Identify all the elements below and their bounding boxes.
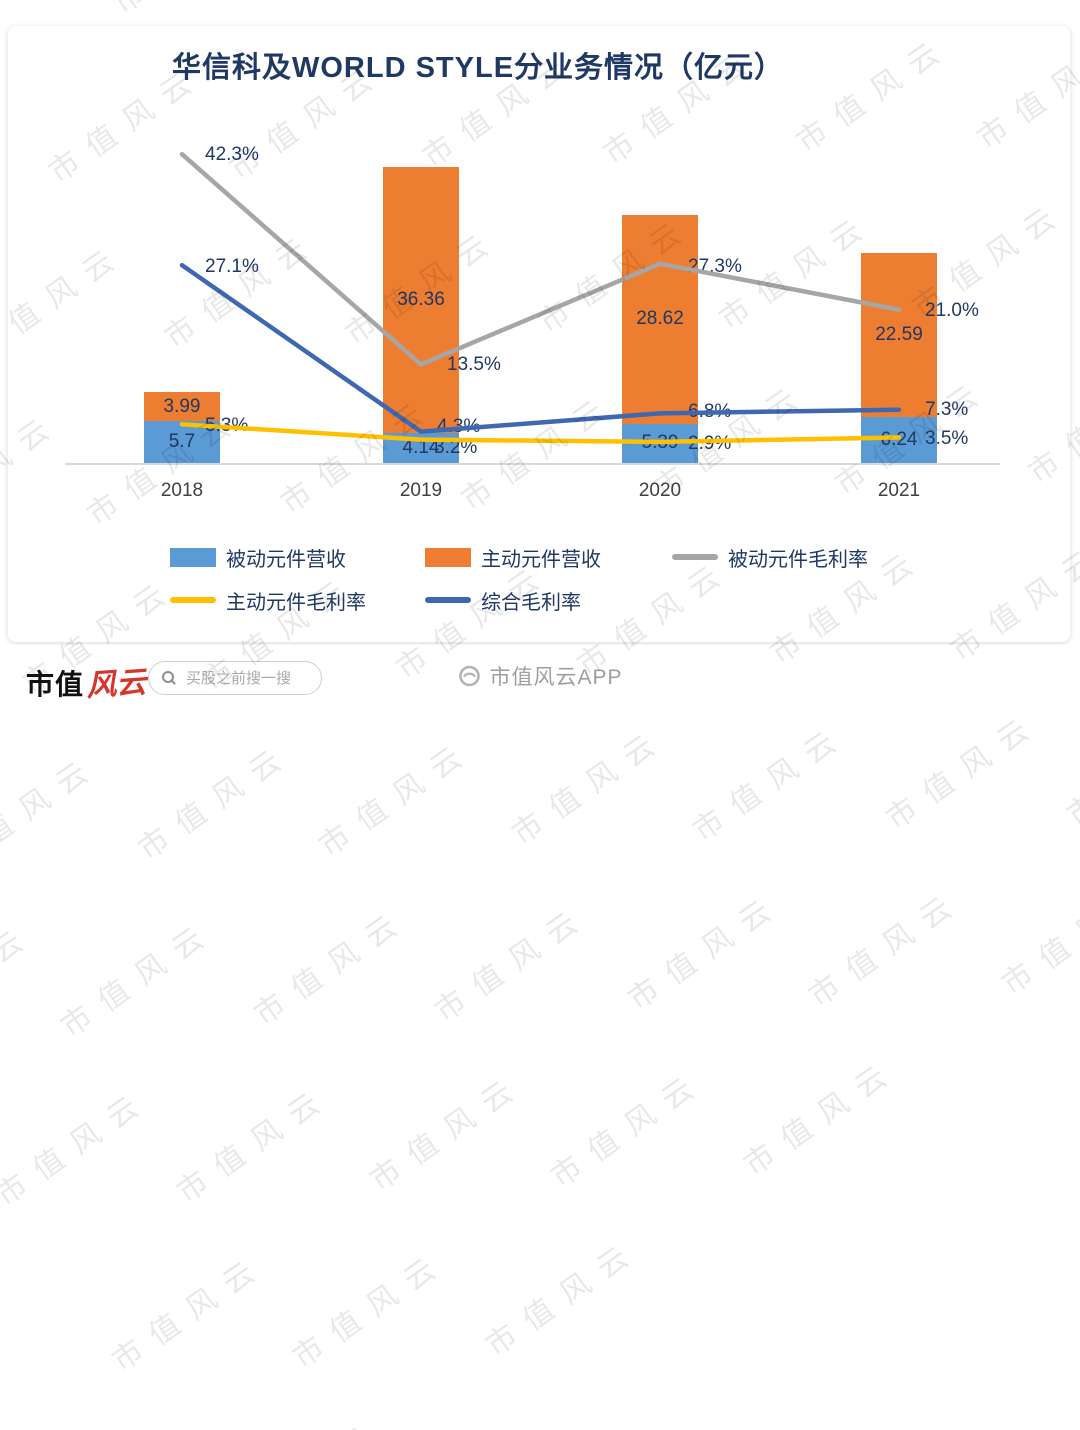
x-axis-tick-label: 2019 (399, 480, 443, 501)
footer-bar: 市值 风云 市值风云APP (0, 645, 1080, 715)
legend-swatch-bar (425, 547, 471, 567)
line-data-label: 3.2% (434, 436, 478, 458)
x-axis-tick-label: 2021 (877, 480, 921, 501)
legend-label: 被动元件毛利率 (728, 548, 868, 571)
bar-label-passive: 5.39 (641, 432, 679, 454)
bar-label-passive: 6.24 (880, 429, 918, 451)
app-logo-icon (459, 665, 480, 687)
legend-label: 被动元件营收 (226, 548, 346, 571)
legend-swatch-line (425, 597, 471, 603)
legend-item-4: 综合毛利率 (425, 589, 581, 614)
bar-label-active: 36.36 (397, 289, 445, 311)
app-label: 市值风云APP (489, 666, 623, 689)
legend-swatch-line (170, 597, 216, 603)
brand-logo: 市值 风云 (26, 659, 148, 704)
bar-label-passive: 5.7 (168, 431, 196, 453)
bar-label-active: 3.99 (163, 395, 201, 417)
line-data-label: 5.3% (205, 415, 249, 437)
x-axis-line (65, 463, 1000, 465)
line-data-label: 3.5% (925, 428, 969, 450)
search-box[interactable] (148, 661, 322, 695)
line-data-label: 2.9% (688, 432, 732, 454)
legend-label: 综合毛利率 (481, 591, 581, 614)
x-axis-tick-label: 2020 (638, 480, 682, 501)
chart-area: 华信科及WORLD STYLE分业务情况（亿元） 5.7 3.99 2018 4.14… (65, 52, 1000, 614)
bar-label-active: 22.59 (875, 323, 923, 345)
line-data-label: 27.1% (205, 256, 259, 278)
x-axis-tick-label: 2018 (160, 480, 204, 501)
line-active-margin (179, 422, 902, 445)
legend-item-2: 被动元件毛利率 (672, 546, 868, 571)
legend-swatch-bar (170, 547, 216, 567)
app-watermark: 市值风云APP (457, 661, 622, 691)
search-input[interactable] (184, 668, 308, 688)
line-data-label: 6.8% (688, 401, 732, 423)
line-overall-margin (179, 262, 902, 434)
page: { "watermark_text": "市值风云", "chart_data"… (0, 0, 1080, 715)
line-data-label: 4.3% (437, 415, 481, 437)
chart-title: 华信科及WORLD STYLE分业务情况（亿元） (172, 52, 785, 84)
brand-logo-red-text: 风云 (85, 665, 148, 704)
line-data-label: 13.5% (447, 354, 501, 376)
legend-label: 主动元件营收 (481, 548, 601, 571)
search-icon (161, 670, 177, 686)
line-data-label: 7.3% (925, 398, 969, 420)
legend-swatch-line (672, 554, 718, 560)
line-data-label: 21.0% (925, 299, 979, 321)
line-passive-margin (179, 151, 902, 367)
legend-label: 主动元件毛利率 (226, 591, 366, 614)
bar-label-active: 28.62 (636, 308, 684, 330)
legend-item-0: 被动元件营收 (170, 546, 346, 571)
brand-logo-black-text: 市值 (26, 669, 85, 700)
line-data-label: 42.3% (205, 144, 259, 166)
legend-item-1: 主动元件营收 (425, 546, 601, 571)
line-data-label: 27.3% (688, 255, 742, 277)
legend-item-3: 主动元件毛利率 (170, 589, 366, 614)
